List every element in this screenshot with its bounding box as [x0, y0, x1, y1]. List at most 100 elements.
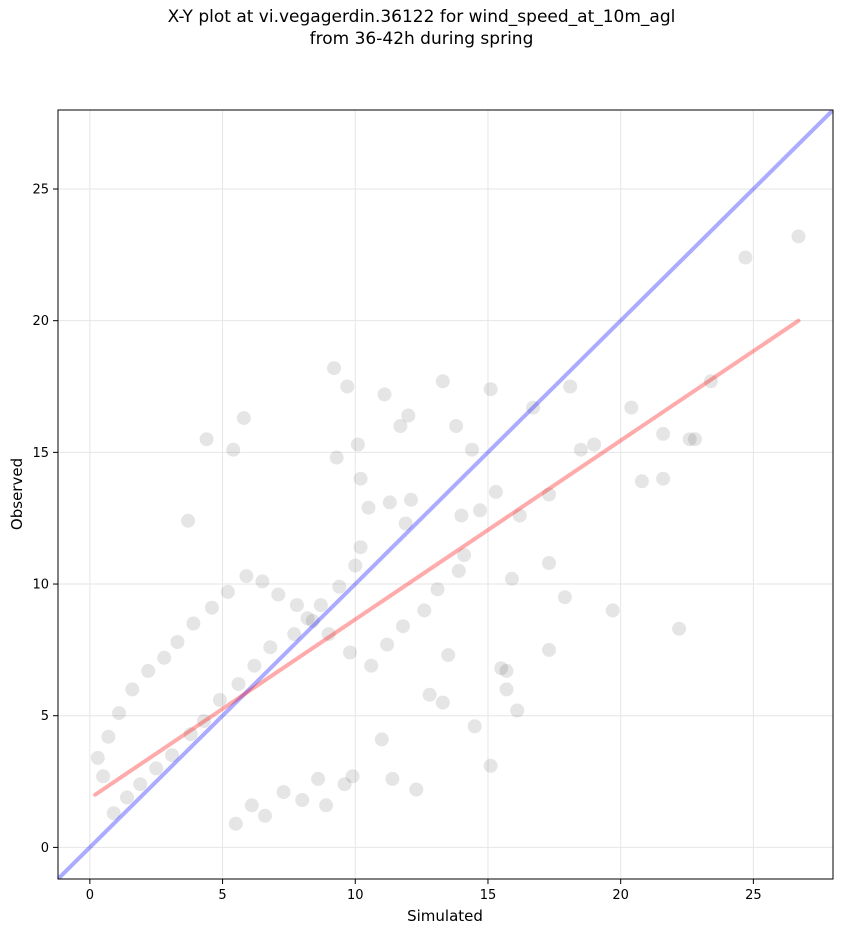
data-point [112, 706, 126, 721]
data-point [499, 663, 514, 678]
data-point [228, 816, 243, 831]
data-point [319, 798, 334, 813]
x-tick-label: 20 [612, 888, 629, 903]
data-point [435, 374, 450, 389]
data-point [295, 793, 310, 807]
data-point [204, 600, 219, 615]
reference-lines [58, 110, 833, 879]
data-point [311, 771, 326, 786]
data-point [656, 426, 671, 441]
data-point [409, 782, 424, 797]
chart-title-line1: X-Y plot at vi.vegagerdin.36122 for wind… [167, 7, 676, 27]
data-point [287, 627, 302, 642]
data-point [465, 442, 479, 457]
data-point [404, 492, 418, 507]
fit-line [93, 318, 801, 797]
data-point [672, 621, 687, 636]
data-point [220, 584, 235, 599]
y-tick-label: 0 [41, 841, 49, 856]
data-point [587, 437, 602, 452]
data-point [382, 495, 397, 510]
data-point [512, 508, 527, 523]
data-point [258, 808, 272, 823]
data-point [343, 645, 357, 660]
data-point [353, 540, 368, 555]
data-point [255, 574, 270, 589]
data-point [96, 769, 111, 784]
data-point [125, 682, 140, 697]
data-point [488, 484, 503, 499]
y-tick-label: 25 [32, 183, 49, 198]
data-point [682, 432, 697, 447]
data-point [417, 603, 432, 618]
data-point [401, 408, 416, 423]
data-point [542, 556, 556, 570]
data-point [563, 379, 578, 394]
data-point [329, 450, 344, 465]
data-points [90, 229, 806, 831]
data-point [634, 474, 649, 489]
data-point [149, 761, 164, 776]
data-point [364, 658, 379, 673]
data-point [239, 569, 254, 584]
data-point [422, 687, 437, 702]
data-point [398, 516, 413, 531]
data-point [494, 661, 509, 676]
data-point [271, 587, 286, 602]
data-point [449, 419, 464, 433]
data-point [504, 571, 519, 586]
data-point [473, 503, 487, 518]
data-point [385, 771, 400, 786]
data-point [791, 229, 806, 244]
data-point [199, 432, 214, 447]
data-point [90, 750, 105, 765]
data-point [688, 432, 702, 447]
data-point [542, 487, 556, 502]
data-point [141, 663, 156, 678]
data-point [605, 603, 620, 618]
data-point [244, 798, 259, 813]
data-point [327, 361, 341, 376]
data-point [467, 719, 482, 734]
data-point [106, 806, 121, 821]
data-point [542, 642, 556, 657]
y-tick-label: 15 [32, 446, 49, 461]
x-tick-label: 0 [86, 888, 94, 903]
data-point [374, 732, 389, 747]
data-point [396, 619, 410, 634]
x-tick-label: 5 [218, 888, 226, 903]
data-point [337, 777, 352, 792]
grid [58, 110, 833, 879]
data-point [380, 637, 395, 652]
y-tick-label: 5 [41, 709, 49, 724]
data-point [321, 627, 336, 642]
data-point [624, 400, 639, 415]
data-point [526, 400, 541, 415]
data-point [454, 508, 469, 523]
data-point [703, 374, 718, 389]
data-point [377, 387, 392, 402]
data-point [236, 411, 251, 426]
data-point [348, 558, 363, 573]
data-point [332, 579, 347, 594]
data-point [441, 648, 456, 663]
data-point [183, 727, 198, 742]
data-point [510, 703, 525, 718]
identity-line [58, 110, 833, 879]
chart-subtitle: from 36-42h during spring [309, 29, 534, 49]
data-point [197, 714, 211, 728]
data-point [361, 500, 376, 515]
data-point [430, 582, 445, 597]
data-point [101, 729, 116, 744]
x-tick-label: 25 [745, 888, 762, 903]
data-point [186, 616, 201, 631]
x-tick-label: 10 [347, 888, 364, 903]
data-point [340, 379, 355, 394]
data-point [345, 769, 360, 784]
axis-ticks: 0 5 10 15 20 25 0 5 10 15 20 25 [32, 183, 761, 903]
x-tick-label: 15 [480, 888, 497, 903]
data-point [263, 640, 278, 655]
data-point [483, 758, 498, 773]
data-point [181, 513, 196, 528]
